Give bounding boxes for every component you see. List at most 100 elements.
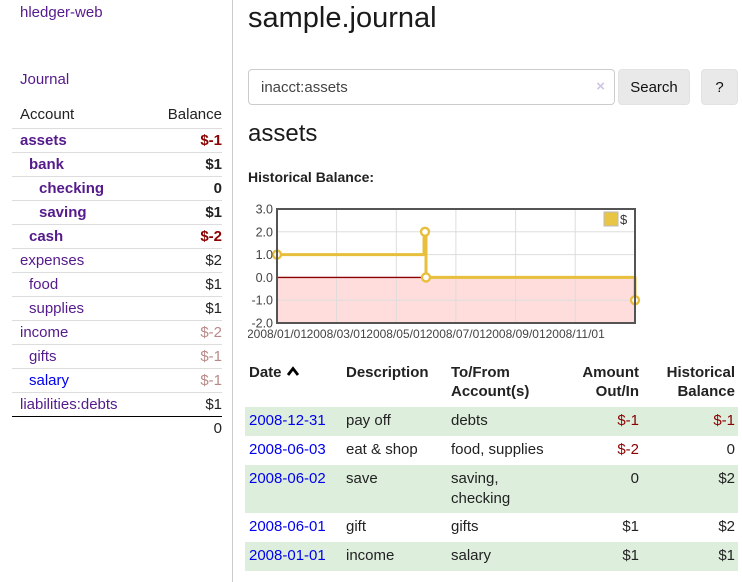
page-title: sample.journal bbox=[248, 2, 437, 34]
legend-label: $ bbox=[620, 212, 628, 227]
svg-text:-1.0: -1.0 bbox=[251, 294, 273, 308]
historical-balance-chart: $ 3.0 2.0 1.0 0.0 -1.0 -2.0 2008/01/01 2… bbox=[247, 199, 648, 345]
transaction-description: eat & shop bbox=[346, 441, 418, 458]
sort-ascending-icon bbox=[286, 366, 299, 376]
account-row: checking 0 bbox=[12, 176, 222, 201]
account-row: supplies $1 bbox=[12, 296, 222, 321]
chart-canvas: $ 3.0 2.0 1.0 0.0 -1.0 -2.0 2008/01/01 2… bbox=[247, 203, 641, 341]
svg-text:0.0: 0.0 bbox=[256, 271, 273, 285]
transaction-amount: $-2 bbox=[617, 441, 639, 458]
transaction-accounts: gifts bbox=[451, 518, 479, 535]
transaction-row: 2008-06-01 gift gifts $1 $2 bbox=[245, 513, 738, 542]
svg-text:2008/11/01: 2008/11/01 bbox=[546, 327, 605, 341]
account-row: bank $1 bbox=[12, 152, 222, 177]
svg-text:2008/09/01: 2008/09/01 bbox=[486, 327, 546, 341]
account-balance: $-1 bbox=[142, 344, 222, 369]
transaction-balance: 0 bbox=[726, 441, 735, 458]
clear-search-icon[interactable]: × bbox=[596, 78, 605, 95]
account-link-expenses[interactable]: expenses bbox=[20, 252, 85, 269]
svg-text:2008/03/01: 2008/03/01 bbox=[307, 327, 367, 341]
transaction-date-link[interactable]: 2008-06-03 bbox=[249, 441, 326, 458]
transaction-row: 2008-06-03 eat & shop food, supplies $-2… bbox=[245, 436, 738, 465]
transaction-amount: $1 bbox=[622, 547, 639, 564]
account-link-saving[interactable]: saving bbox=[39, 204, 87, 221]
legend-swatch bbox=[603, 211, 619, 227]
transaction-date-link[interactable]: 2008-12-31 bbox=[249, 412, 326, 429]
account-row: liabilities:debts $1 bbox=[12, 392, 222, 417]
transaction-accounts: food, supplies bbox=[451, 441, 544, 458]
transaction-balance: $2 bbox=[718, 518, 735, 535]
transaction-row: 2008-06-02 save saving, checking 0 $2 bbox=[245, 465, 738, 513]
account-balance: $1 bbox=[142, 152, 222, 177]
transaction-date-link[interactable]: 2008-01-01 bbox=[249, 547, 326, 564]
account-balance: $1 bbox=[142, 272, 222, 297]
account-balance: 0 bbox=[142, 176, 222, 201]
account-link-supplies[interactable]: supplies bbox=[29, 300, 85, 317]
account-link-income[interactable]: income bbox=[20, 324, 69, 341]
register-table: Date Description To/From Account(s) Amou… bbox=[245, 361, 738, 571]
chart-title: Historical Balance: bbox=[248, 169, 375, 185]
account-link-checking[interactable]: checking bbox=[39, 180, 105, 197]
svg-text:-2.0: -2.0 bbox=[251, 317, 273, 331]
svg-text:3.0: 3.0 bbox=[256, 203, 273, 217]
transaction-row: 2008-12-31 pay off debts $-1 $-1 bbox=[245, 407, 738, 436]
account-balance: $1 bbox=[142, 296, 222, 321]
transaction-row: 2008-01-01 income salary $1 $1 bbox=[245, 542, 738, 571]
sidebar: hledger-web Journal Account Balance asse… bbox=[0, 0, 233, 582]
transaction-balance: $1 bbox=[718, 547, 735, 564]
transaction-date-link[interactable]: 2008-06-01 bbox=[249, 518, 326, 535]
sidebar-item-journal[interactable]: Journal bbox=[20, 71, 70, 88]
register-header-date[interactable]: Date bbox=[245, 361, 342, 407]
account-heading: assets bbox=[248, 120, 318, 147]
plot-border bbox=[276, 208, 636, 324]
account-balance: $-1 bbox=[142, 368, 222, 393]
search-button[interactable]: Search bbox=[618, 69, 690, 105]
transaction-accounts: saving, checking bbox=[451, 470, 511, 507]
help-button[interactable]: ? bbox=[701, 69, 738, 105]
account-row: expenses $2 bbox=[12, 248, 222, 273]
account-link-food[interactable]: food bbox=[29, 276, 59, 293]
svg-text:2.0: 2.0 bbox=[256, 225, 273, 239]
account-row: gifts $-1 bbox=[12, 344, 222, 369]
transaction-description: save bbox=[346, 470, 378, 487]
account-row: food $1 bbox=[12, 272, 222, 297]
account-row: assets $-1 bbox=[12, 128, 222, 153]
accounts-total-row: 0 bbox=[12, 416, 222, 441]
transaction-accounts: salary bbox=[451, 547, 492, 564]
register-header-description: Description bbox=[346, 364, 429, 381]
account-row: salary $-1 bbox=[12, 368, 222, 393]
account-link-bank[interactable]: bank bbox=[29, 156, 65, 173]
account-balance: $1 bbox=[142, 392, 222, 417]
account-row: cash $-2 bbox=[12, 224, 222, 249]
transaction-description: gift bbox=[346, 518, 367, 535]
search-input[interactable] bbox=[248, 69, 615, 105]
account-link-cash[interactable]: cash bbox=[29, 228, 64, 245]
account-link-gifts[interactable]: gifts bbox=[29, 348, 57, 365]
account-balance: $-1 bbox=[142, 128, 222, 153]
x-gridlines bbox=[336, 209, 576, 323]
svg-text:2008/07/01: 2008/07/01 bbox=[426, 327, 486, 341]
svg-text:2008/01/01: 2008/01/01 bbox=[248, 327, 307, 341]
account-link-liabilities-debts[interactable]: liabilities:debts bbox=[20, 396, 118, 413]
account-link-salary[interactable]: salary bbox=[29, 372, 70, 389]
register-header-amount: Amount Out/In bbox=[582, 364, 639, 400]
accounts-table: Account Balance assets $-1 bank $1 check… bbox=[12, 104, 222, 441]
transaction-balance: $2 bbox=[718, 470, 735, 487]
transaction-amount: $1 bbox=[622, 518, 639, 535]
account-balance: $2 bbox=[142, 248, 222, 273]
accounts-total-value: 0 bbox=[142, 416, 222, 441]
register-header-accounts: To/From Account(s) bbox=[451, 364, 530, 400]
transaction-description: pay off bbox=[346, 412, 391, 429]
register-header-balance: Historical Balance bbox=[666, 364, 735, 400]
account-balance: $-2 bbox=[142, 320, 222, 345]
transaction-balance: $-1 bbox=[713, 412, 735, 429]
app-title-link[interactable]: hledger-web bbox=[20, 4, 103, 21]
transaction-date-link[interactable]: 2008-06-02 bbox=[249, 470, 326, 487]
transaction-accounts: debts bbox=[451, 412, 488, 429]
svg-text:1.0: 1.0 bbox=[256, 248, 273, 262]
accounts-header-account: Account bbox=[20, 106, 75, 123]
y-axis-labels: 3.0 2.0 1.0 0.0 -1.0 -2.0 bbox=[251, 203, 273, 331]
account-link-assets[interactable]: assets bbox=[20, 132, 67, 149]
account-row: saving $1 bbox=[12, 200, 222, 225]
x-axis-labels: 2008/01/01 2008/03/01 2008/05/01 2008/07… bbox=[247, 327, 605, 341]
